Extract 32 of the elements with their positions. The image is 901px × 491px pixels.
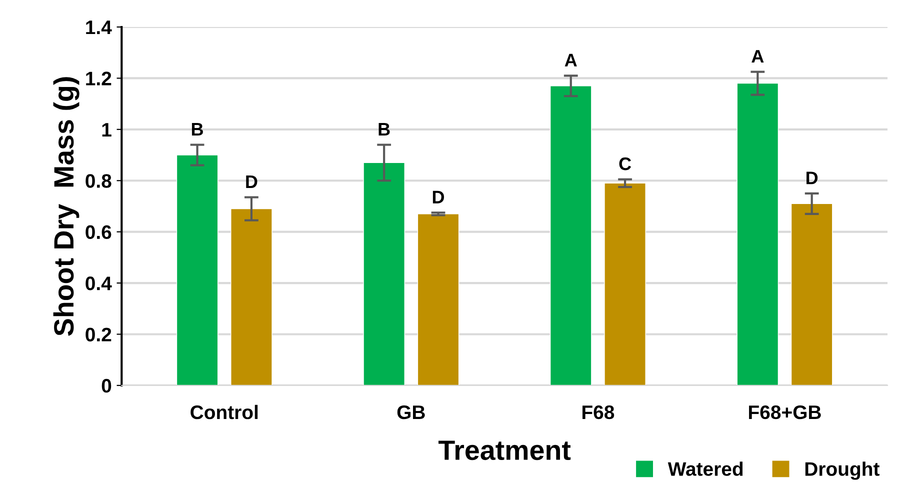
x-tick-label: Control: [190, 404, 258, 420]
data-label: A: [752, 50, 764, 63]
y-tick-label: 0.4: [86, 276, 112, 290]
bar: [230, 208, 272, 386]
bar: [417, 214, 460, 386]
bar: [736, 82, 779, 386]
data-label: B: [378, 123, 390, 136]
x-tick-label: F68: [582, 405, 614, 420]
bar: [790, 203, 833, 386]
data-label: D: [806, 172, 818, 184]
y-tick-label: 0.6: [86, 225, 112, 240]
x-tick-label: GB: [397, 405, 425, 420]
legend-label: Watered: [668, 462, 743, 476]
bar: [604, 182, 646, 386]
y-tick-label: 0.2: [86, 328, 112, 342]
bar: [550, 86, 592, 386]
data-label: B: [192, 123, 203, 136]
data-label: C: [619, 157, 632, 170]
y-tick-label: 1.2: [86, 72, 112, 86]
x-axis-title: Treatment: [438, 440, 571, 460]
bar: [176, 154, 218, 386]
data-label: A: [564, 54, 577, 66]
y-tick-label: 1.4: [86, 20, 112, 34]
legend-label: Drought: [805, 462, 880, 480]
y-axis-title: Shoot Dry Mass (g): [53, 77, 80, 336]
bar: [363, 162, 405, 386]
y-tick-label: 0: [102, 378, 112, 393]
x-tick-label: F68+GB: [749, 405, 821, 420]
y-tick-label: 0.8: [86, 174, 112, 188]
y-tick-label: 1: [102, 123, 112, 136]
data-label: D: [432, 190, 444, 204]
data-label: D: [246, 176, 258, 188]
